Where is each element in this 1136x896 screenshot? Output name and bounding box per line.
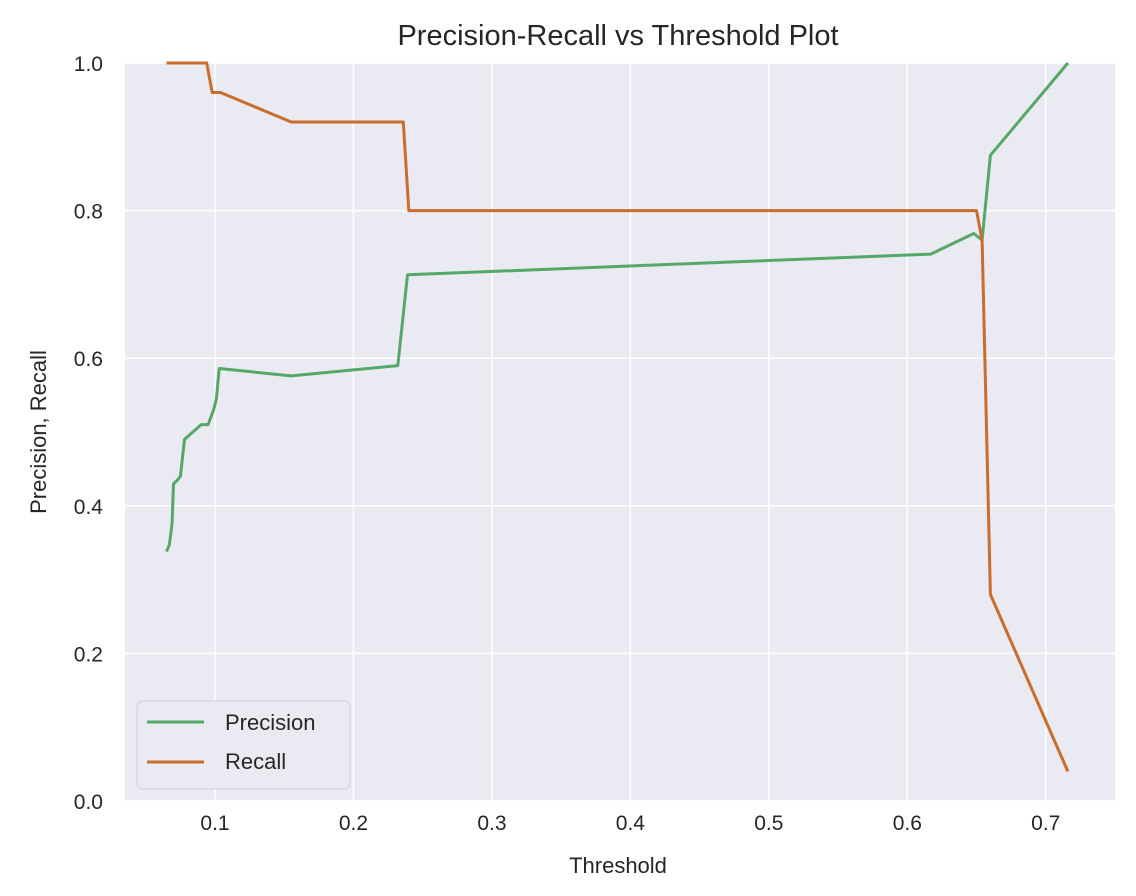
- y-tick-label: 0.4: [74, 496, 104, 519]
- grid: [125, 62, 1115, 802]
- chart-title: Precision-Recall vs Threshold Plot: [397, 20, 838, 52]
- y-tick-label: 1.0: [74, 53, 103, 76]
- x-axis-label: Threshold: [569, 853, 667, 878]
- x-tick-label: 0.5: [754, 812, 783, 835]
- y-tick-label: 0.2: [74, 643, 103, 666]
- plot-area: [125, 63, 1115, 801]
- y-axis-ticks: 0.0 0.2 0.4 0.6 0.8 1.0: [74, 53, 104, 814]
- series-lines: [165, 61, 1070, 773]
- legend-label-precision: Precision: [225, 710, 315, 735]
- x-tick-label: 0.3: [477, 812, 506, 835]
- y-tick-label: 0.8: [74, 201, 103, 224]
- series-line-recall: [166, 61, 1070, 773]
- y-tick-label: 0.6: [74, 348, 103, 371]
- y-tick-label: 0.0: [74, 791, 103, 814]
- x-axis-ticks: 0.1 0.2 0.3 0.4 0.5 0.6 0.7: [200, 812, 1060, 835]
- x-tick-label: 0.4: [616, 812, 646, 835]
- legend: Precision Recall: [136, 700, 351, 790]
- y-axis-label: Precision, Recall: [26, 350, 51, 514]
- series-line-precision: [165, 62, 1070, 553]
- legend-label-recall: Recall: [225, 749, 286, 774]
- x-tick-label: 0.7: [1031, 812, 1060, 835]
- x-tick-label: 0.6: [893, 812, 922, 835]
- x-tick-label: 0.2: [339, 812, 368, 835]
- x-tick-label: 0.1: [200, 812, 229, 835]
